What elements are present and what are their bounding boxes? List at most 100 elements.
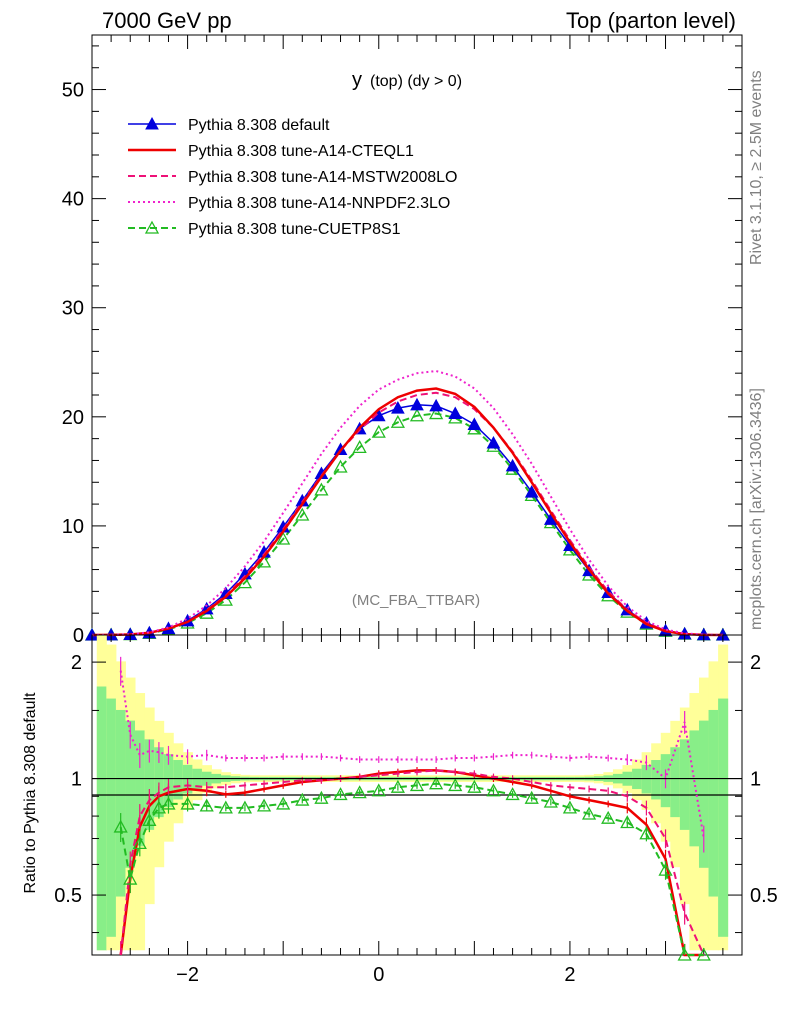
ratio-point (448, 778, 463, 792)
ratio-band-green (698, 720, 710, 868)
ratio-line (119, 769, 704, 957)
data-point (448, 406, 463, 420)
ratio-point (429, 776, 444, 790)
ratio-band-green (708, 709, 719, 897)
data-point (371, 424, 386, 438)
ratio-y-tick-label: 0.5 (54, 885, 82, 907)
data-point (429, 398, 443, 412)
ratio-point (620, 815, 635, 829)
ratio-point (256, 798, 272, 812)
ratio-series-2 (119, 656, 705, 853)
ratio-y-axis: 0.5 0.5 1 1 2 2 (54, 652, 778, 934)
ratio-point (352, 785, 367, 799)
series-line (91, 369, 723, 636)
legend-entry: Pythia 8.308 tune-A14-NNPDF2.3LO (128, 195, 450, 212)
chart-title-main: y (352, 69, 362, 91)
legend-marker (145, 116, 159, 130)
legend-entry: Pythia 8.308 default (128, 116, 330, 134)
ratio-band-green (718, 698, 729, 937)
data-point (486, 435, 501, 449)
legend-label: Pythia 8.308 default (188, 117, 330, 134)
analysis-label: (MC_FBA_TTBAR) (352, 592, 480, 609)
ratio-panel: 0.5 0.5 1 1 2 2 −2 0 2 Ratio to Pythia 8.308 de… (22, 634, 778, 986)
legend-label: Pythia 8.308 tune-A14-MSTW2008LO (188, 169, 457, 186)
ratio-y-tick-label: 1 (71, 769, 82, 791)
ratio-point (314, 790, 329, 804)
data-point (409, 408, 425, 422)
ratio-y-tick-label-right: 2 (750, 652, 761, 674)
ratio-point (390, 779, 405, 793)
ratio-band-green (651, 760, 662, 800)
series-1 (91, 387, 723, 637)
data-point (467, 417, 482, 430)
ratio-point (142, 812, 157, 826)
ratio-x-axis: −2 0 2 (91, 635, 743, 986)
ratio-band-green (689, 730, 700, 847)
y-tick-label: 0 (73, 625, 84, 647)
chart-title-sub: (top) (dy > 0) (370, 73, 462, 90)
data-point (333, 459, 348, 473)
series-line (91, 387, 723, 637)
ratio-line (119, 782, 704, 956)
ratio-point (151, 800, 167, 814)
ratio-uncertainty-bands (96, 635, 729, 951)
ratio-point (505, 787, 520, 801)
y-tick-label: 40 (62, 189, 84, 211)
ratio-point (237, 800, 253, 814)
ratio-point (677, 947, 692, 961)
header-right: Top (parton level) (566, 8, 736, 33)
ratio-point (276, 796, 291, 810)
legend-marker (144, 220, 160, 234)
ratio-point (180, 796, 195, 810)
legend-entry: Pythia 8.308 tune-A14-CTEQL1 (128, 143, 414, 160)
ratio-series-3 (113, 776, 711, 961)
ratio-point (371, 783, 386, 797)
ratio-point (467, 779, 482, 793)
data-point (352, 440, 367, 454)
ratio-line (119, 769, 705, 956)
ratio-point (696, 947, 711, 961)
ratio-band-green (641, 764, 652, 794)
series-3 (91, 369, 723, 636)
data-point (390, 414, 405, 428)
x-tick-label: −2 (176, 964, 199, 986)
ratio-point (113, 819, 128, 833)
ratio-band-green (154, 747, 165, 818)
y-tick-label: 50 (62, 80, 84, 102)
mcplots-label: mcplots.cern.ch [arXiv:1306.3436] (748, 388, 765, 630)
ratio-ylabel: Ratio to Pythia 8.308 default (22, 692, 39, 894)
ratio-point (295, 792, 310, 806)
ratio-point (562, 800, 578, 814)
y-tick-label: 10 (62, 516, 84, 538)
ratio-y-tick-label: 2 (71, 652, 82, 674)
ratio-band-green (106, 698, 117, 937)
y-tick-label: 20 (62, 407, 84, 429)
ratio-band-green (173, 760, 184, 800)
ratio-y-tick-label-right: 1 (750, 769, 761, 791)
ratio-series (92, 656, 742, 961)
ratio-point (199, 798, 214, 812)
ratio-band-green (135, 730, 146, 847)
data-point (295, 507, 310, 521)
ratio-point (132, 836, 147, 850)
ratio-band-green (144, 739, 155, 830)
ratio-band-green (125, 720, 136, 868)
ratio-point (218, 800, 233, 814)
x-tick-label: 0 (373, 964, 384, 986)
data-point (429, 406, 444, 420)
ratio-band-green (96, 686, 107, 951)
ratio-point (524, 790, 539, 804)
main-y-axis: 0 10 20 30 40 50 (62, 45, 742, 647)
legend-label: Pythia 8.308 tune-A14-NNPDF2.3LO (188, 195, 450, 212)
y-tick-label: 30 (62, 298, 84, 320)
ratio-point (601, 810, 616, 824)
ratio-point (161, 796, 176, 810)
data-point (410, 397, 424, 411)
main-panel: 0 10 20 30 40 50 y (top) (dy > 0) (MC_FBA_TTB… (62, 34, 743, 647)
ratio-y-tick-label-right: 0.5 (750, 885, 778, 907)
ratio-point (409, 778, 425, 792)
ratio-point (123, 871, 138, 885)
ratio-point (639, 826, 654, 840)
data-point (505, 458, 520, 472)
ratio-point (333, 787, 348, 801)
